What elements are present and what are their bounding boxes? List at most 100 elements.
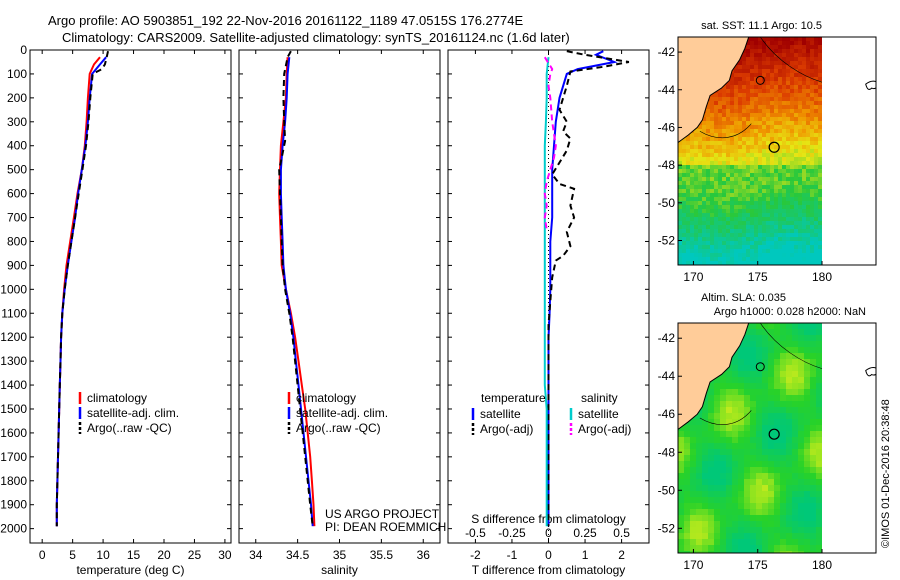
sst_map: -42 -44 -46 -48 -50 -52 170 175 180 sat. SST: 11.… (658, 20, 877, 284)
difference-series-salinity-satellite (543, 57, 550, 527)
sla_map-float-marker (768, 428, 780, 440)
difference-xtick-label: -1 (507, 548, 518, 562)
map-xtick-label: 170 (683, 270, 703, 284)
salinity-xtick-label: 34.5 (286, 548, 310, 562)
depth-tick-label: 1700 (0, 450, 27, 464)
s-tick-label: 0.25 (573, 526, 597, 540)
depth-tick-label: 400 (7, 139, 27, 153)
salinity-xtick-label: 34 (249, 548, 263, 562)
depth-tick-label: 1600 (0, 426, 27, 440)
depth-tick-label: 900 (7, 258, 27, 272)
header-line1: Argo profile: AO 5903851_192 22-Nov-2016… (48, 13, 524, 28)
map-ytick-label: -46 (658, 407, 676, 421)
difference-series-temperature-argo-adj- (547, 50, 630, 527)
legend-label: satellite-adj. clim. (296, 406, 388, 420)
map-ytick-label: -44 (658, 369, 676, 383)
sst_map-field (678, 37, 876, 265)
temperature-xtick-label: 20 (157, 548, 171, 562)
credit-text: ©IMOS 01-Dec-2016 20:38:48 (880, 399, 892, 548)
legend-group-title: salinity (581, 391, 618, 405)
map-ytick-label: -44 (658, 83, 676, 97)
depth-tick-label: 300 (7, 115, 27, 129)
sla_map-frame (677, 322, 877, 554)
legend-label: Argo(..raw -QC) (296, 421, 381, 435)
temperature-xtick-label: 30 (218, 548, 232, 562)
sst_map-land (678, 37, 750, 144)
depth-tick-label: 200 (7, 91, 27, 105)
legend-label: Argo(-adj) (480, 422, 533, 436)
depth-tick-label: 100 (7, 67, 27, 81)
map-ytick-label: -52 (658, 521, 676, 535)
map-xtick-label: 170 (683, 558, 703, 572)
map-xtick-label: 175 (748, 270, 768, 284)
header-line2: Climatology: CARS2009. Satellite-adjuste… (62, 30, 570, 45)
temperature-series-satellite-adj-clim- (55, 56, 107, 527)
salinity-xlabel: salinity (321, 563, 358, 577)
s-tick-label: -0.5 (465, 526, 486, 540)
map-ytick-label: -42 (658, 45, 676, 59)
salinity-xtick-label: 36 (417, 548, 431, 562)
s-tick-label: 0 (545, 526, 552, 540)
legend-label: climatology (87, 391, 147, 405)
depth-tick-label: 2000 (0, 522, 27, 536)
depth-tick-label: 1100 (1, 306, 27, 320)
sla_map-field (678, 323, 876, 553)
difference-xtick-label: 1 (582, 548, 589, 562)
depth-tick-label: 1300 (0, 354, 27, 368)
depth-tick-label: 1000 (0, 282, 27, 296)
temperature-xtick-label: 0 (39, 548, 46, 562)
map-ytick-label: -46 (658, 120, 676, 134)
temperature-xlabel: temperature (deg C) (76, 563, 184, 577)
map-ytick-label: -48 (658, 158, 676, 172)
map-xtick-label: 180 (812, 558, 832, 572)
map-xtick-label: 175 (748, 558, 768, 572)
s-tick-label: -0.25 (498, 526, 526, 540)
temperature-xtick-label: 5 (69, 548, 76, 562)
sla_map-title1: Altim. SLA: 0.035 (701, 292, 786, 304)
legend-label: climatology (296, 391, 356, 405)
legend-group-title: temperature (481, 391, 546, 405)
sst_map-frame (677, 36, 877, 266)
sla_map-land (678, 323, 750, 431)
sla_map-chatham (865, 367, 876, 377)
legend-label: satellite-adj. clim. (87, 406, 179, 420)
map-xtick-label: 180 (812, 270, 832, 284)
temperature-series-climatology (55, 56, 101, 527)
s-tick-label: 0.5 (613, 526, 630, 540)
depth-tick-label: 600 (7, 187, 27, 201)
panel-temperature: 0 100 200 300 400 500 600 700 800 900 1000 1100 1200… (0, 43, 232, 577)
sst_map-title: sat. SST: 11.1 Argo: 10.5 (701, 20, 822, 32)
panel-difference: -2 -1 0 1 2T difference from climatology -0.5… (447, 49, 650, 577)
project-line2: PI: DEAN ROEMMICH (325, 520, 446, 534)
panel-salinity: 34 34.5 35 35.5 36 salinity climatologysatelli… (238, 49, 441, 577)
depth-tick-label: 500 (7, 163, 27, 177)
depth-tick-label: 1200 (0, 330, 27, 344)
salinity-xtick-label: 35.5 (370, 548, 394, 562)
difference-xtick-label: -2 (470, 548, 481, 562)
difference-xtick-label: 2 (618, 548, 625, 562)
depth-tick-label: 700 (7, 211, 27, 225)
map-ytick-label: -48 (658, 445, 676, 459)
temperature-xtick-label: 25 (188, 548, 202, 562)
difference-series-temperature-satellite (547, 50, 618, 527)
salinity-frame (238, 49, 441, 544)
difference-xtick-label: 0 (545, 548, 552, 562)
legend-label: satellite (578, 407, 619, 421)
legend-label: satellite (480, 407, 521, 421)
temperature-series-argo-raw-qc- (55, 50, 109, 527)
depth-tick-label: 1500 (0, 402, 27, 416)
map-ytick-label: -50 (658, 196, 676, 210)
legend-label: Argo(..raw -QC) (87, 421, 172, 435)
salinity-series-argo-raw-qc- (278, 50, 314, 527)
sla_map-title2: Argo h1000: 0.028 h2000: NaN (714, 306, 866, 318)
depth-tick-label: 1900 (0, 498, 27, 512)
difference-xlabel: T difference from climatology (472, 563, 626, 577)
temperature-xtick-label: 15 (127, 548, 141, 562)
map-ytick-label: -50 (658, 483, 676, 497)
map-ytick-label: -42 (658, 331, 676, 345)
legend-label: Argo(-adj) (578, 422, 631, 436)
depth-tick-label: 1800 (0, 474, 27, 488)
project-line1: US ARGO PROJECT (325, 507, 440, 521)
depth-tick-label: 800 (7, 234, 27, 248)
